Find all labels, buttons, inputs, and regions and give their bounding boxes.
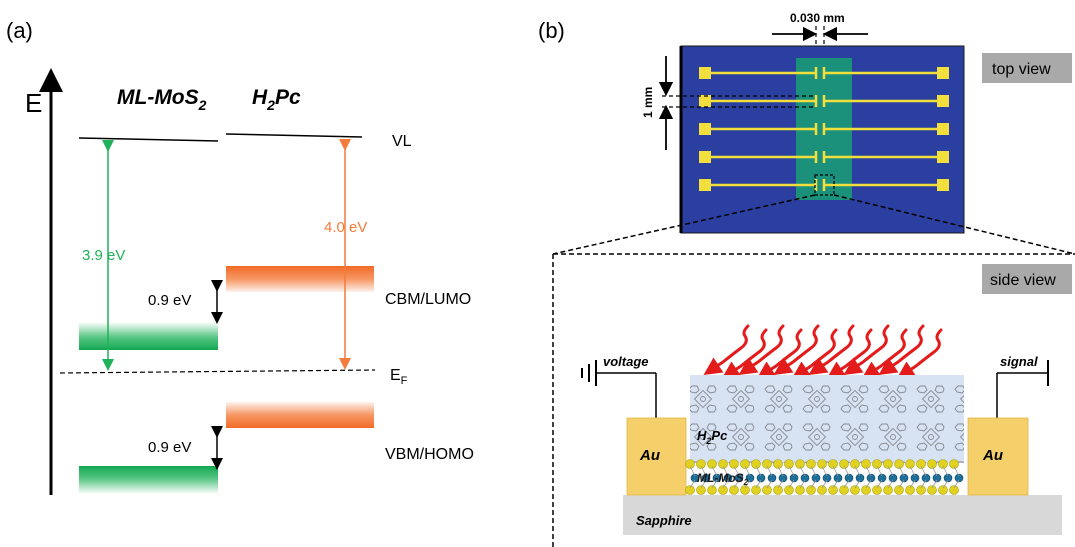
light-ray (808, 324, 855, 375)
electrode-pair (699, 179, 949, 191)
light-ray (896, 328, 943, 379)
zoom-line-right (833, 194, 1075, 255)
light-ray (773, 324, 820, 375)
mos2-atomic-layer (685, 459, 964, 495)
au-electrode-right (967, 417, 1029, 496)
vb-offset-label: 0.9 eV (148, 439, 191, 456)
h2pc-work-function-label: 4.0 eV (324, 219, 367, 236)
electrode-pair (699, 67, 949, 79)
electrode-pair (699, 123, 949, 135)
sapphire-base (623, 495, 1062, 535)
vacuum-level-mos2 (78, 137, 219, 142)
side-view-label: side view (990, 272, 1056, 289)
fermi-level (59, 369, 376, 374)
voltage-circuit (581, 360, 657, 418)
light-ray (703, 324, 750, 375)
top-view-tag (982, 53, 1072, 83)
au-electrode-left (626, 417, 687, 496)
h2pc-layer-label: H2Pc (697, 428, 728, 446)
light-ray (721, 328, 768, 379)
h2pc-molecules (690, 375, 964, 463)
incident-light (703, 324, 943, 379)
mos2-layer-label: ML-MoS2 (697, 471, 749, 487)
cbm-lumo-label: CBM/LUMO (385, 291, 471, 308)
mos2-valence-band (79, 466, 218, 494)
vbm-homo-label: VBM/HOMO (385, 446, 474, 463)
au-right-label: Au (982, 447, 1003, 464)
light-ray (861, 328, 908, 379)
top-view-label: top view (992, 61, 1051, 78)
fermi-label: EF (390, 367, 408, 387)
light-ray (738, 324, 785, 375)
signal-label: signal (1000, 354, 1038, 369)
electrode-pair (699, 151, 949, 163)
panel-b-label: (b) (538, 18, 565, 43)
light-ray (843, 324, 890, 375)
electrode-pair (699, 95, 949, 107)
energy-axis-label: E (25, 88, 42, 118)
vl-label: VL (392, 133, 412, 150)
side-view-tag (982, 264, 1072, 294)
panel-a-label: (a) (6, 18, 33, 43)
sapphire-label: Sapphire (636, 513, 692, 528)
electrode-rows (699, 67, 949, 191)
zoom-box (814, 174, 835, 196)
h2pc-header: H2Pc (252, 86, 301, 113)
voltage-label: voltage (603, 354, 649, 369)
h2pc-homo-band (226, 402, 374, 428)
signal-circuit (996, 360, 1049, 418)
light-ray (826, 328, 873, 379)
vacuum-level-h2pc (225, 133, 363, 138)
channel-width-label: 0.030 mm (790, 11, 845, 25)
cb-offset-label: 0.9 eV (148, 292, 191, 309)
zoom-line-left (552, 194, 816, 255)
h2pc-lumo-band (226, 266, 374, 292)
light-ray (791, 328, 838, 379)
light-ray (878, 324, 925, 375)
pitch-label: 1 mm (641, 87, 655, 118)
mos2-conduction-band (79, 322, 218, 350)
light-ray (756, 328, 803, 379)
au-left-label: Au (639, 447, 660, 464)
mos2-header: ML-MoS2 (117, 86, 207, 113)
mos2-work-function-label: 3.9 eV (82, 247, 125, 264)
